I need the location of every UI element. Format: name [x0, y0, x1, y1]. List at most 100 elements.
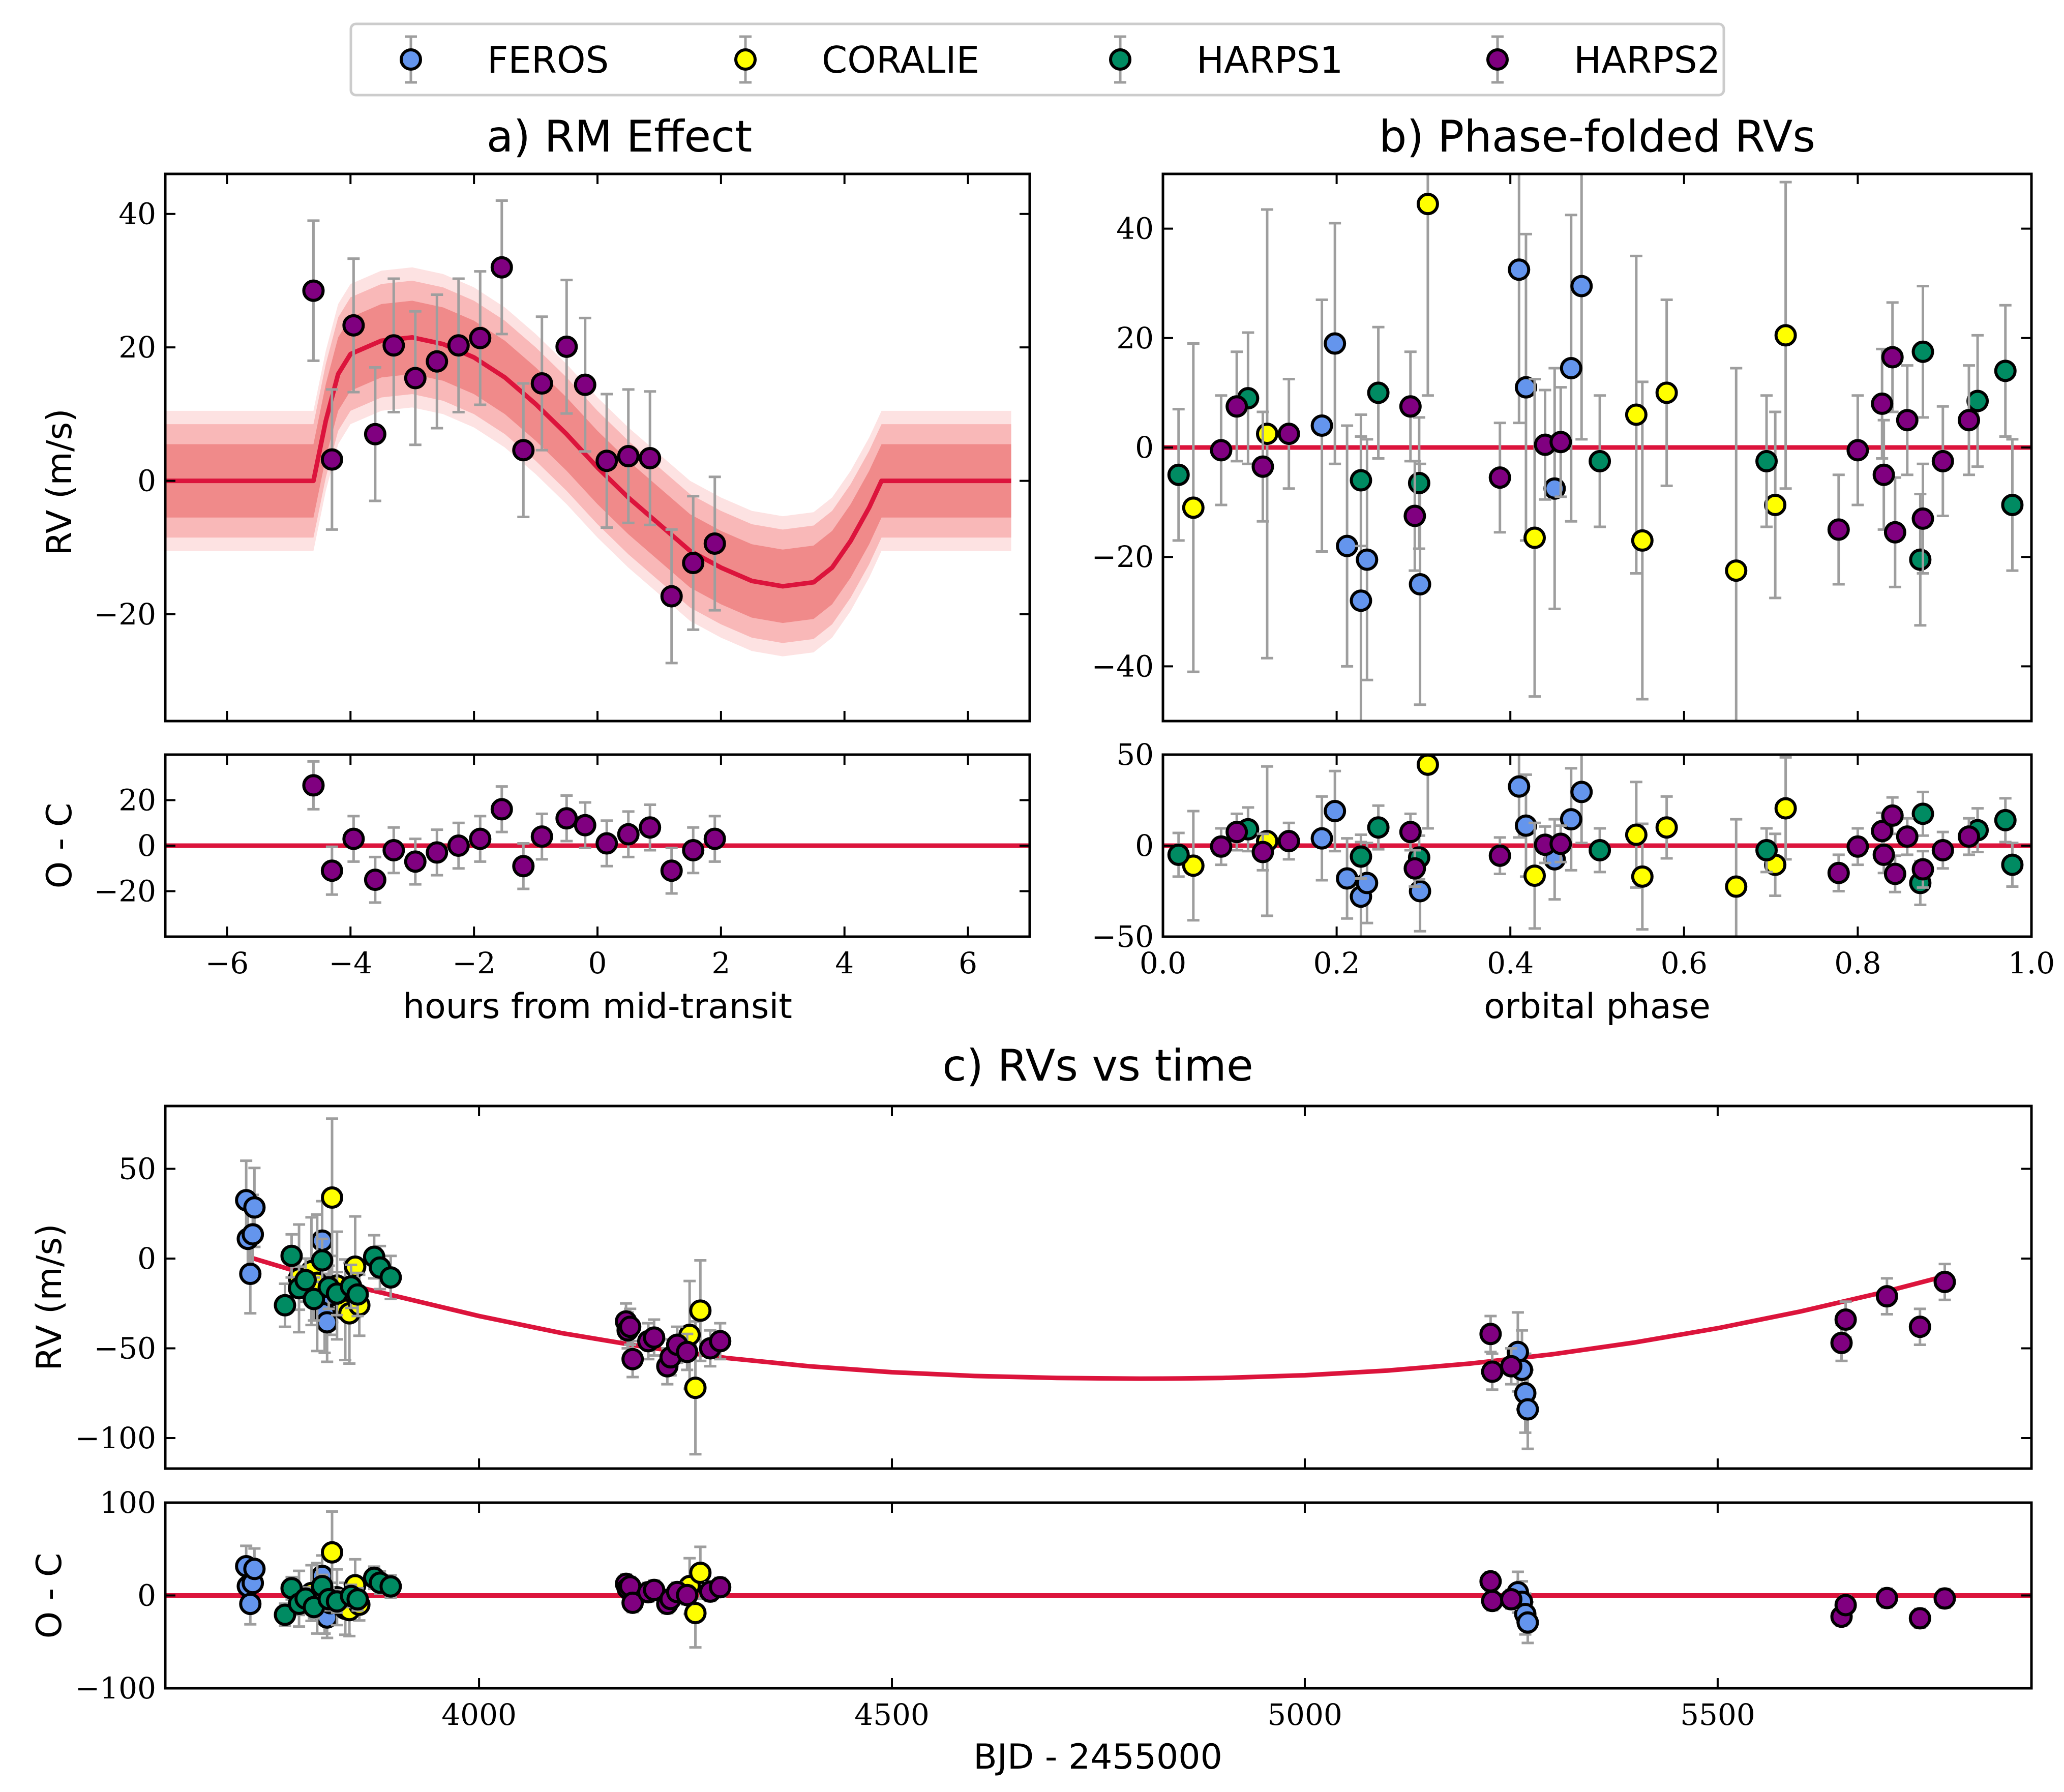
panel-time-xlabel: BJD - 2455000 — [973, 1737, 1222, 1777]
data-point — [689, 1299, 712, 1322]
y-tick-label: 50 — [1116, 737, 1154, 772]
data-point — [1560, 356, 1582, 379]
data-point — [346, 1283, 369, 1306]
data-point — [1966, 390, 1989, 412]
data-point — [1403, 857, 1426, 880]
data-point — [379, 1575, 402, 1598]
data-point — [447, 334, 470, 357]
data-point — [426, 350, 448, 373]
x-tick-label: 0.6 — [1661, 946, 1708, 980]
x-tick-label: 4000 — [441, 1697, 517, 1732]
data-point — [1310, 827, 1333, 850]
data-point — [1350, 589, 1372, 612]
ticks: 0.0 0.2 0.4 0.6 0.8 1.0 −50 0 50 — [1092, 737, 2055, 980]
data-point — [294, 1269, 317, 1292]
data-point — [1210, 835, 1233, 858]
y-tick-label: 20 — [118, 783, 156, 818]
data-point — [512, 439, 535, 462]
data-point — [1549, 832, 1572, 855]
data-point — [1834, 1308, 1857, 1331]
x-tick-label: 0.8 — [1834, 946, 1881, 980]
x-tick-label: 5000 — [1267, 1697, 1342, 1732]
data-point — [1774, 797, 1797, 820]
x-tick-label: −6 — [205, 946, 249, 980]
data-point — [1871, 392, 1894, 415]
ticks: −100 −50 0 50 — [75, 1106, 2031, 1469]
data-point — [1277, 830, 1300, 853]
series-harps2 — [615, 1570, 1956, 1630]
legend-marker — [1486, 48, 1509, 71]
credible-band — [165, 301, 1011, 623]
data-point — [684, 1602, 707, 1625]
model-curve — [247, 1255, 1946, 1381]
y-tick-label: 20 — [118, 330, 156, 365]
panel-time-title: c) RVs vs time — [942, 1040, 1253, 1091]
series-harps2 — [1210, 796, 1981, 893]
data-point — [447, 834, 470, 857]
data-point — [404, 367, 427, 390]
data-point — [364, 423, 386, 445]
data-point — [1655, 381, 1678, 404]
x-tick-label: 6 — [959, 946, 977, 980]
data-point — [1774, 324, 1797, 347]
data-point — [321, 1186, 344, 1209]
y-tick-label: 40 — [118, 197, 156, 231]
data-point — [682, 552, 705, 575]
y-tick-label: −20 — [1092, 540, 1154, 574]
data-point — [382, 334, 405, 357]
data-point — [1896, 825, 1919, 848]
data-point — [1516, 1398, 1539, 1421]
data-point — [621, 1348, 644, 1370]
data-point — [660, 859, 683, 882]
data-point — [595, 832, 618, 855]
data-point — [1827, 861, 1850, 884]
model-curve — [165, 335, 1011, 589]
data-point — [302, 774, 325, 797]
y-tick-label: 0 — [137, 1241, 156, 1276]
y-tick-label: 20 — [1116, 321, 1154, 355]
panel-phase-title: b) Phase-folded RVs — [1379, 111, 1815, 162]
x-tick-label: 0 — [588, 946, 607, 980]
data-point — [1350, 469, 1372, 492]
data-point — [574, 814, 596, 837]
data-point — [469, 827, 492, 850]
data-point — [1994, 809, 2017, 831]
data-point — [239, 1263, 262, 1286]
data-point — [1182, 496, 1205, 519]
x-tick-label: 5500 — [1680, 1697, 1755, 1732]
x-tick-label: 1.0 — [2008, 946, 2055, 980]
data-point — [1500, 1588, 1522, 1610]
data-point — [1479, 1570, 1502, 1593]
data-point — [530, 372, 553, 395]
data-point — [1255, 423, 1278, 445]
data-point — [643, 1578, 666, 1601]
data-point — [1508, 258, 1531, 281]
data-point — [684, 1377, 707, 1399]
data-point — [1764, 493, 1787, 516]
plot-area — [165, 760, 1030, 904]
x-tick-label: 4 — [835, 946, 854, 980]
data-point — [555, 807, 578, 830]
y-tick-label: 0 — [137, 1578, 156, 1613]
data-point — [1755, 450, 1778, 472]
legend-label: FEROS — [487, 39, 609, 81]
data-point — [617, 445, 640, 468]
data-point — [1655, 816, 1678, 839]
legend-entry-coralie: CORALIE — [734, 35, 979, 84]
data-point — [1909, 548, 1932, 571]
data-point — [639, 446, 662, 469]
data-point — [1631, 529, 1654, 552]
legend-frame — [349, 22, 1725, 97]
data-point — [1336, 534, 1359, 557]
y-tick-label: −40 — [1092, 649, 1154, 683]
data-point — [1625, 823, 1648, 846]
data-point — [619, 1316, 642, 1338]
data-point — [709, 1330, 732, 1353]
data-point — [2001, 853, 2024, 876]
data-point — [676, 1340, 699, 1363]
y-tick-label: −100 — [75, 1671, 156, 1706]
series-coralie — [1182, 174, 1797, 721]
data-point — [1846, 835, 1869, 858]
data-point — [1755, 839, 1778, 861]
panel-rm-ylabel: RV (m/s) — [40, 408, 80, 555]
